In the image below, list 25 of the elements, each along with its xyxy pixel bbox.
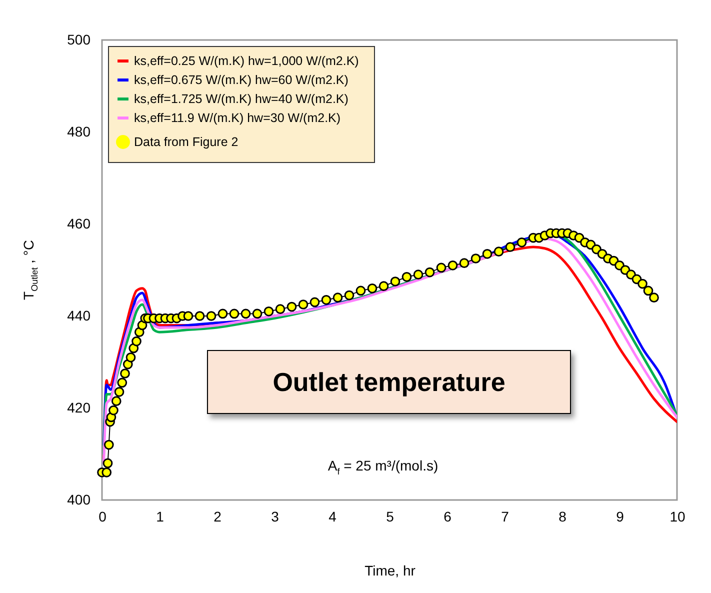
annotation: A$_{f}$ = 25 m³/(mol.s) bbox=[328, 458, 438, 476]
x-tick-label: 9 bbox=[616, 508, 624, 524]
y-tick-label: 420 bbox=[67, 400, 91, 416]
y-tick-label: 400 bbox=[67, 492, 91, 508]
y-tick-label: 500 bbox=[67, 32, 91, 48]
y-tick-label: 480 bbox=[67, 124, 91, 140]
x-tick-label: 4 bbox=[328, 508, 337, 524]
text-box: Outlet temperature bbox=[207, 350, 571, 414]
legend-label: ks,eff=0.675 W/(m.K) hw=60 W/(m2.K) bbox=[134, 73, 348, 87]
x-tick-label: 6 bbox=[444, 508, 452, 524]
y-tick-label: 440 bbox=[67, 308, 91, 324]
x-tick-label: 2 bbox=[214, 508, 222, 524]
y-tick-label: 460 bbox=[67, 216, 91, 232]
legend-label: Data from Figure 2 bbox=[134, 135, 238, 149]
x-tick-label: 8 bbox=[558, 508, 567, 524]
x-tick-label: 1 bbox=[156, 508, 164, 524]
x-axis-title: Time, hr bbox=[364, 562, 416, 578]
x-tick-label: 0 bbox=[98, 508, 107, 524]
x-tick-label: 10 bbox=[670, 508, 686, 524]
x-tick-label: 7 bbox=[501, 508, 510, 524]
legend-label: ks,eff=11.9 W/(m.K) hw=30 W/(m2.K) bbox=[134, 111, 341, 125]
legend-label: ks,eff=1.725 W/(m.K) hw=40 W/(m2.K) bbox=[134, 92, 348, 106]
x-tick-label: 5 bbox=[386, 508, 394, 524]
x-tick-label: 3 bbox=[271, 508, 280, 524]
legend-label: ks,eff=0.25 W/(m.K) hw=1,000 W/(m2.K) bbox=[134, 54, 359, 68]
